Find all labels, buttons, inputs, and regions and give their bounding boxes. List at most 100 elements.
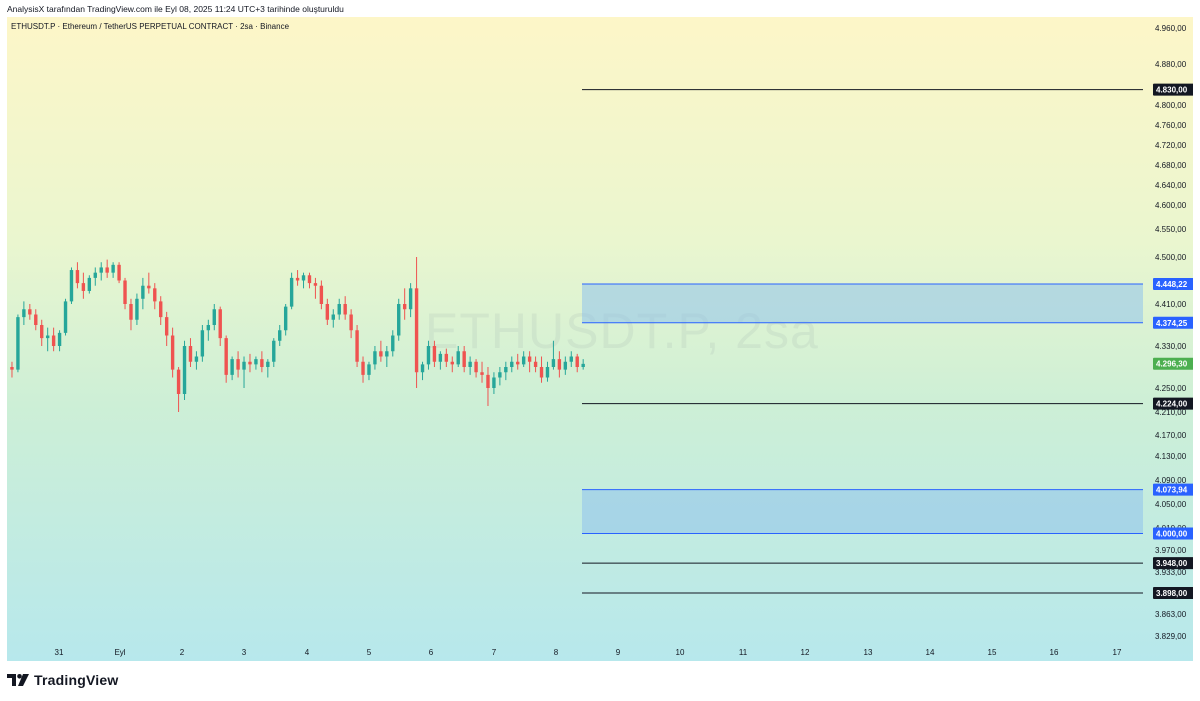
candle[interactable] [63, 298, 68, 336]
candle[interactable] [206, 319, 211, 341]
candle[interactable] [516, 353, 520, 370]
candle[interactable] [301, 272, 306, 289]
candle[interactable] [81, 272, 86, 299]
tradingview-logo[interactable]: TradingView [7, 672, 118, 688]
chart-area[interactable]: ETHUSDT.P, 2sa 4.960,00 4.880,00 4.800,00 4… [7, 17, 1193, 661]
candle[interactable] [34, 309, 38, 331]
candle[interactable] [16, 314, 20, 373]
candle[interactable] [468, 356, 472, 375]
candle[interactable] [426, 340, 431, 370]
candle[interactable] [28, 304, 32, 320]
candle[interactable] [123, 277, 127, 310]
candle[interactable] [40, 319, 44, 346]
candle[interactable] [533, 356, 538, 373]
candle[interactable] [504, 361, 508, 381]
candle[interactable] [87, 275, 92, 294]
candle[interactable] [575, 353, 579, 373]
candle[interactable] [111, 262, 115, 278]
candle[interactable] [521, 351, 526, 367]
candle[interactable] [420, 361, 425, 381]
candle[interactable] [51, 327, 56, 352]
candle[interactable] [99, 262, 103, 281]
candle[interactable] [474, 359, 478, 378]
candle[interactable] [69, 267, 74, 304]
candle[interactable] [391, 330, 395, 357]
candle[interactable] [218, 306, 222, 346]
candle[interactable] [361, 356, 365, 383]
candle[interactable] [230, 356, 234, 381]
candle[interactable] [492, 372, 496, 394]
candle[interactable] [22, 301, 26, 325]
candle[interactable] [349, 309, 353, 339]
candle[interactable] [569, 351, 573, 367]
candle[interactable] [551, 340, 556, 370]
candle[interactable] [170, 327, 175, 378]
candle[interactable] [486, 367, 490, 406]
candle[interactable] [545, 361, 550, 382]
candle[interactable] [450, 356, 454, 373]
candle[interactable] [462, 346, 466, 373]
candle[interactable] [331, 309, 335, 328]
candlestick-chart[interactable]: 4.960,00 4.880,00 4.800,00 4.760,00 4.720,00… [7, 17, 1193, 661]
candle[interactable] [337, 298, 341, 320]
candle[interactable] [313, 277, 318, 299]
candle[interactable] [581, 359, 585, 370]
candle[interactable] [57, 330, 62, 352]
candle[interactable] [343, 296, 347, 320]
candle[interactable] [224, 335, 228, 383]
candle[interactable] [319, 280, 324, 310]
candle[interactable] [153, 283, 157, 310]
candle[interactable] [557, 351, 562, 378]
candle[interactable] [385, 346, 389, 367]
candle[interactable] [147, 272, 151, 294]
candle[interactable] [510, 356, 514, 373]
candle[interactable] [75, 262, 80, 289]
candle[interactable] [135, 293, 139, 325]
candle[interactable] [367, 361, 371, 381]
candle[interactable] [444, 348, 449, 367]
candle[interactable] [539, 356, 544, 383]
candle[interactable] [176, 367, 181, 412]
candle[interactable] [93, 267, 97, 286]
candle[interactable] [373, 346, 377, 370]
candle[interactable] [105, 259, 109, 278]
candle[interactable] [200, 325, 205, 362]
candle[interactable] [325, 298, 330, 325]
candle[interactable] [438, 351, 443, 370]
candle[interactable] [432, 340, 437, 367]
candle[interactable] [563, 356, 568, 375]
candle[interactable] [242, 356, 246, 389]
candle[interactable] [498, 367, 502, 386]
candle[interactable] [278, 325, 282, 346]
candle[interactable] [164, 311, 169, 346]
candle[interactable] [260, 351, 264, 373]
candle[interactable] [188, 338, 193, 367]
candle[interactable] [307, 272, 312, 289]
candle[interactable] [254, 356, 258, 370]
candle[interactable] [212, 304, 216, 331]
candle[interactable] [397, 298, 401, 341]
candle[interactable] [408, 283, 413, 318]
candle[interactable] [236, 351, 240, 378]
candle[interactable] [272, 338, 276, 367]
symbol-header[interactable]: ETHUSDT.P · Ethereum / TetherUS PERPETUA… [11, 22, 290, 31]
candle[interactable] [295, 270, 300, 286]
candle[interactable] [45, 327, 50, 352]
candle[interactable] [159, 296, 163, 325]
candle[interactable] [402, 288, 407, 320]
candle[interactable] [141, 277, 145, 310]
candle[interactable] [456, 346, 460, 367]
candle[interactable] [480, 361, 484, 383]
candle[interactable] [248, 353, 252, 373]
candle[interactable] [194, 351, 199, 370]
candle[interactable] [129, 298, 133, 331]
candle[interactable] [527, 351, 532, 373]
candle[interactable] [289, 272, 294, 310]
candle[interactable] [182, 340, 187, 400]
candle[interactable] [379, 340, 383, 362]
candle[interactable] [266, 359, 270, 378]
candle[interactable] [117, 262, 121, 284]
candle[interactable] [283, 304, 288, 336]
candle[interactable] [10, 361, 14, 378]
candle[interactable] [414, 257, 419, 388]
